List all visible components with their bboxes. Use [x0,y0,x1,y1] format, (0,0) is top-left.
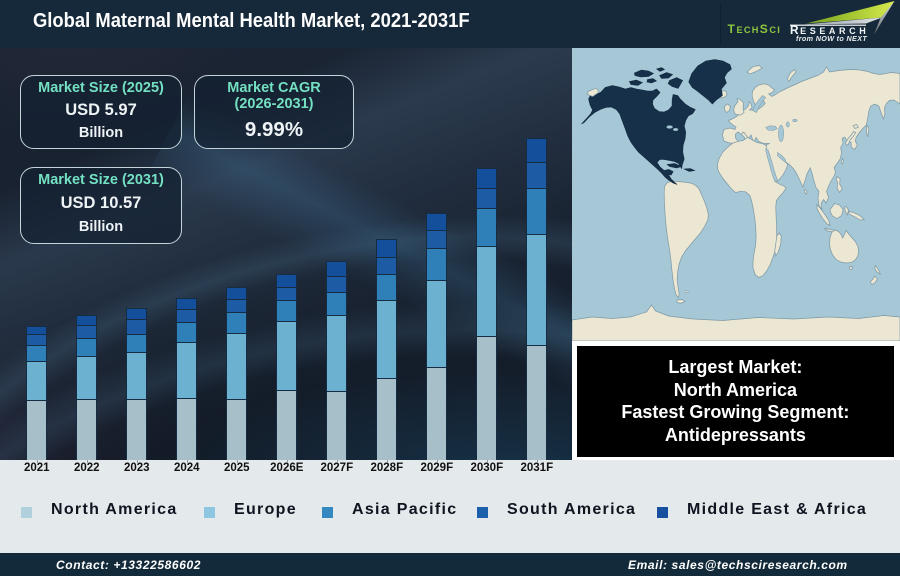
svg-text:TECHSCI: TECHSCI [728,22,782,36]
svg-text:RESEARCH: RESEARCH [790,23,869,37]
svg-text:from NOW to NEXT: from NOW to NEXT [796,34,867,43]
